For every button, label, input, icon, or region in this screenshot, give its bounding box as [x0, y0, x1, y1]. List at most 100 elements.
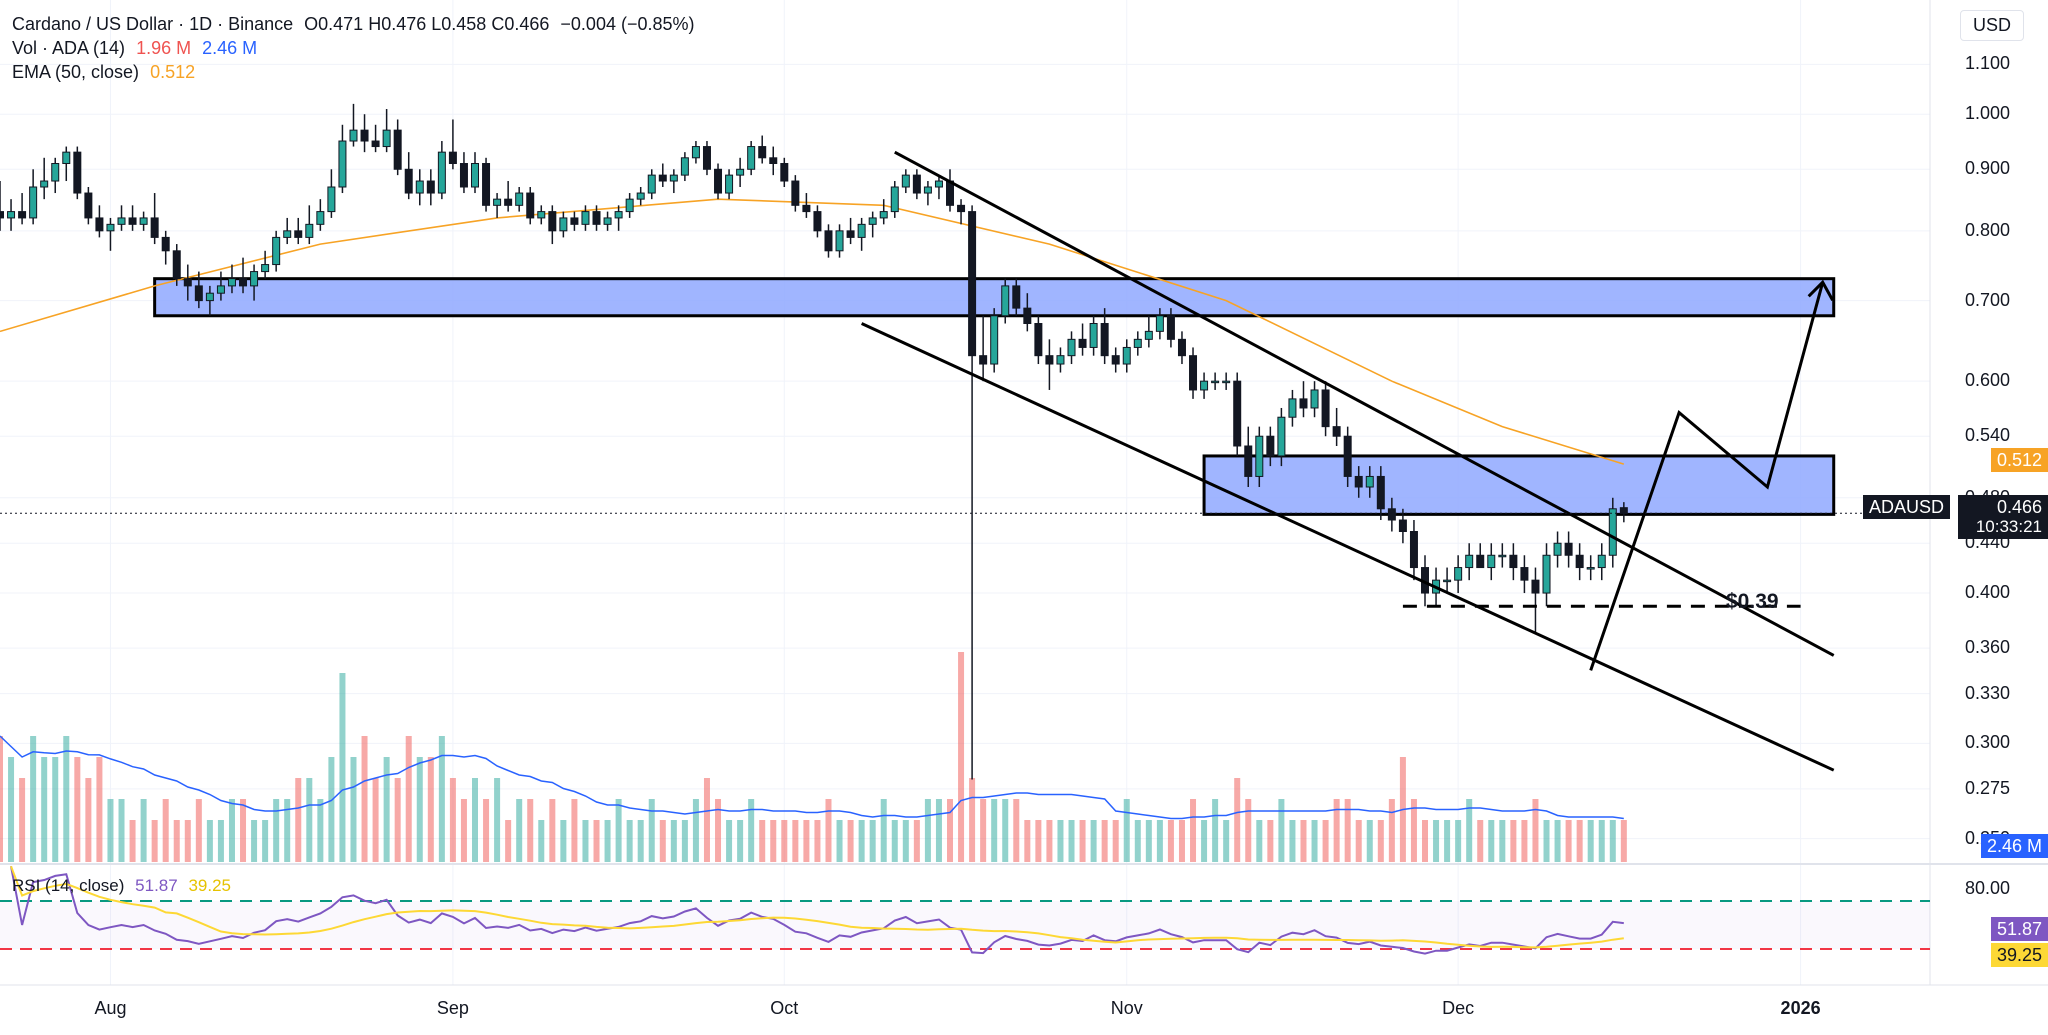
volume-bar [1355, 820, 1362, 862]
candle-body [901, 174, 910, 188]
grid-lines [0, 0, 2048, 986]
candle-body [1597, 554, 1606, 569]
candle-body [7, 211, 16, 219]
volume-value-2: 2.46 M [202, 38, 258, 58]
candle-body [404, 168, 413, 194]
volume-bar [692, 799, 699, 862]
volume-bar [173, 820, 180, 862]
candle-body [437, 151, 446, 194]
rsi-ma-tag: 39.25 [1990, 943, 2048, 967]
candle [1575, 543, 1584, 581]
volume-bar [759, 820, 766, 862]
candle [769, 146, 778, 176]
volume-ma [0, 735, 1624, 820]
candle-body [1299, 398, 1308, 409]
rsi-tag: 51.87 [1990, 917, 2048, 941]
candle-body [1376, 475, 1385, 510]
candle [272, 230, 281, 272]
volume-bar [449, 778, 456, 862]
candle [40, 157, 49, 200]
candle-body [338, 140, 347, 188]
candle-body [1200, 380, 1209, 391]
candle-body [1233, 380, 1242, 447]
candle-body [1034, 323, 1043, 357]
candle-body [559, 217, 568, 232]
candle [946, 169, 954, 212]
candle [1299, 381, 1308, 418]
candle-body [1001, 285, 1010, 317]
candle [117, 205, 126, 231]
volume-bar [1422, 820, 1428, 862]
candle-body [1155, 315, 1164, 332]
candle [879, 199, 888, 225]
volume-bar [483, 799, 490, 862]
candle [371, 124, 380, 153]
volume-bar [206, 820, 213, 862]
volume-bar [328, 757, 335, 862]
candle [1023, 293, 1032, 332]
candle [1498, 543, 1507, 568]
candle-body [1564, 542, 1573, 556]
candle-body [471, 163, 479, 188]
candle-body [349, 129, 358, 142]
volume-bar [251, 820, 258, 862]
candle-body [1189, 355, 1198, 391]
candle-body [868, 217, 877, 225]
volume-bar [1079, 820, 1086, 862]
volume-bar [737, 820, 744, 862]
candle-body [680, 157, 689, 176]
projection-arrowhead [1807, 279, 1834, 302]
candle-body [912, 174, 921, 194]
volume-bar [781, 820, 788, 862]
candle [404, 152, 413, 200]
ema-label: EMA (50, close) [12, 62, 140, 82]
candle-body [40, 180, 49, 188]
candle-body [51, 163, 60, 182]
candle [128, 205, 137, 231]
candle [294, 217, 303, 245]
volume-bar [1156, 820, 1163, 862]
volume-bar [383, 757, 390, 862]
rsi-tick: 80.00 [1964, 878, 2010, 898]
countdown-tag: 10:33:21 [1958, 515, 2048, 539]
volume-bar [372, 778, 379, 862]
candle-body [802, 204, 811, 213]
candle [912, 169, 921, 200]
candle [1034, 315, 1043, 365]
candle-body [879, 211, 888, 219]
volume-bar [129, 820, 136, 862]
candle [1586, 555, 1595, 581]
trend-drawings[interactable] [0, 150, 1930, 772]
open-value: O0.471 [304, 14, 364, 34]
support-label: $0.39 [1726, 590, 1779, 613]
volume-bar [405, 736, 412, 862]
candle [1189, 347, 1198, 399]
volume-bar [427, 757, 434, 862]
candle [139, 211, 148, 231]
candle [515, 186, 524, 212]
volume-bar [1046, 820, 1053, 862]
volume-bars [0, 652, 1627, 862]
volume-bar [869, 820, 876, 862]
candle [1288, 389, 1297, 427]
candle [802, 193, 811, 218]
price-tick: 0.900 [1964, 158, 2010, 179]
volume-bar [1576, 820, 1583, 862]
change-value: −0.004 (−0.85%) [560, 14, 695, 34]
volume-bar [394, 778, 401, 862]
candle [1155, 308, 1164, 340]
candles [0, 103, 1628, 780]
volume-bar [85, 778, 92, 862]
candle-body [957, 204, 966, 213]
volume-bar [1212, 799, 1219, 862]
candle-body [835, 230, 844, 252]
currency-button[interactable]: USD [1959, 10, 2024, 41]
volume-bar [1311, 820, 1318, 862]
volume-bar [1256, 820, 1263, 862]
candle-body [1398, 519, 1407, 533]
volume-bar [1289, 820, 1296, 862]
volume-bar [1002, 799, 1009, 862]
candle [1619, 502, 1628, 523]
candle-body [1332, 426, 1341, 437]
